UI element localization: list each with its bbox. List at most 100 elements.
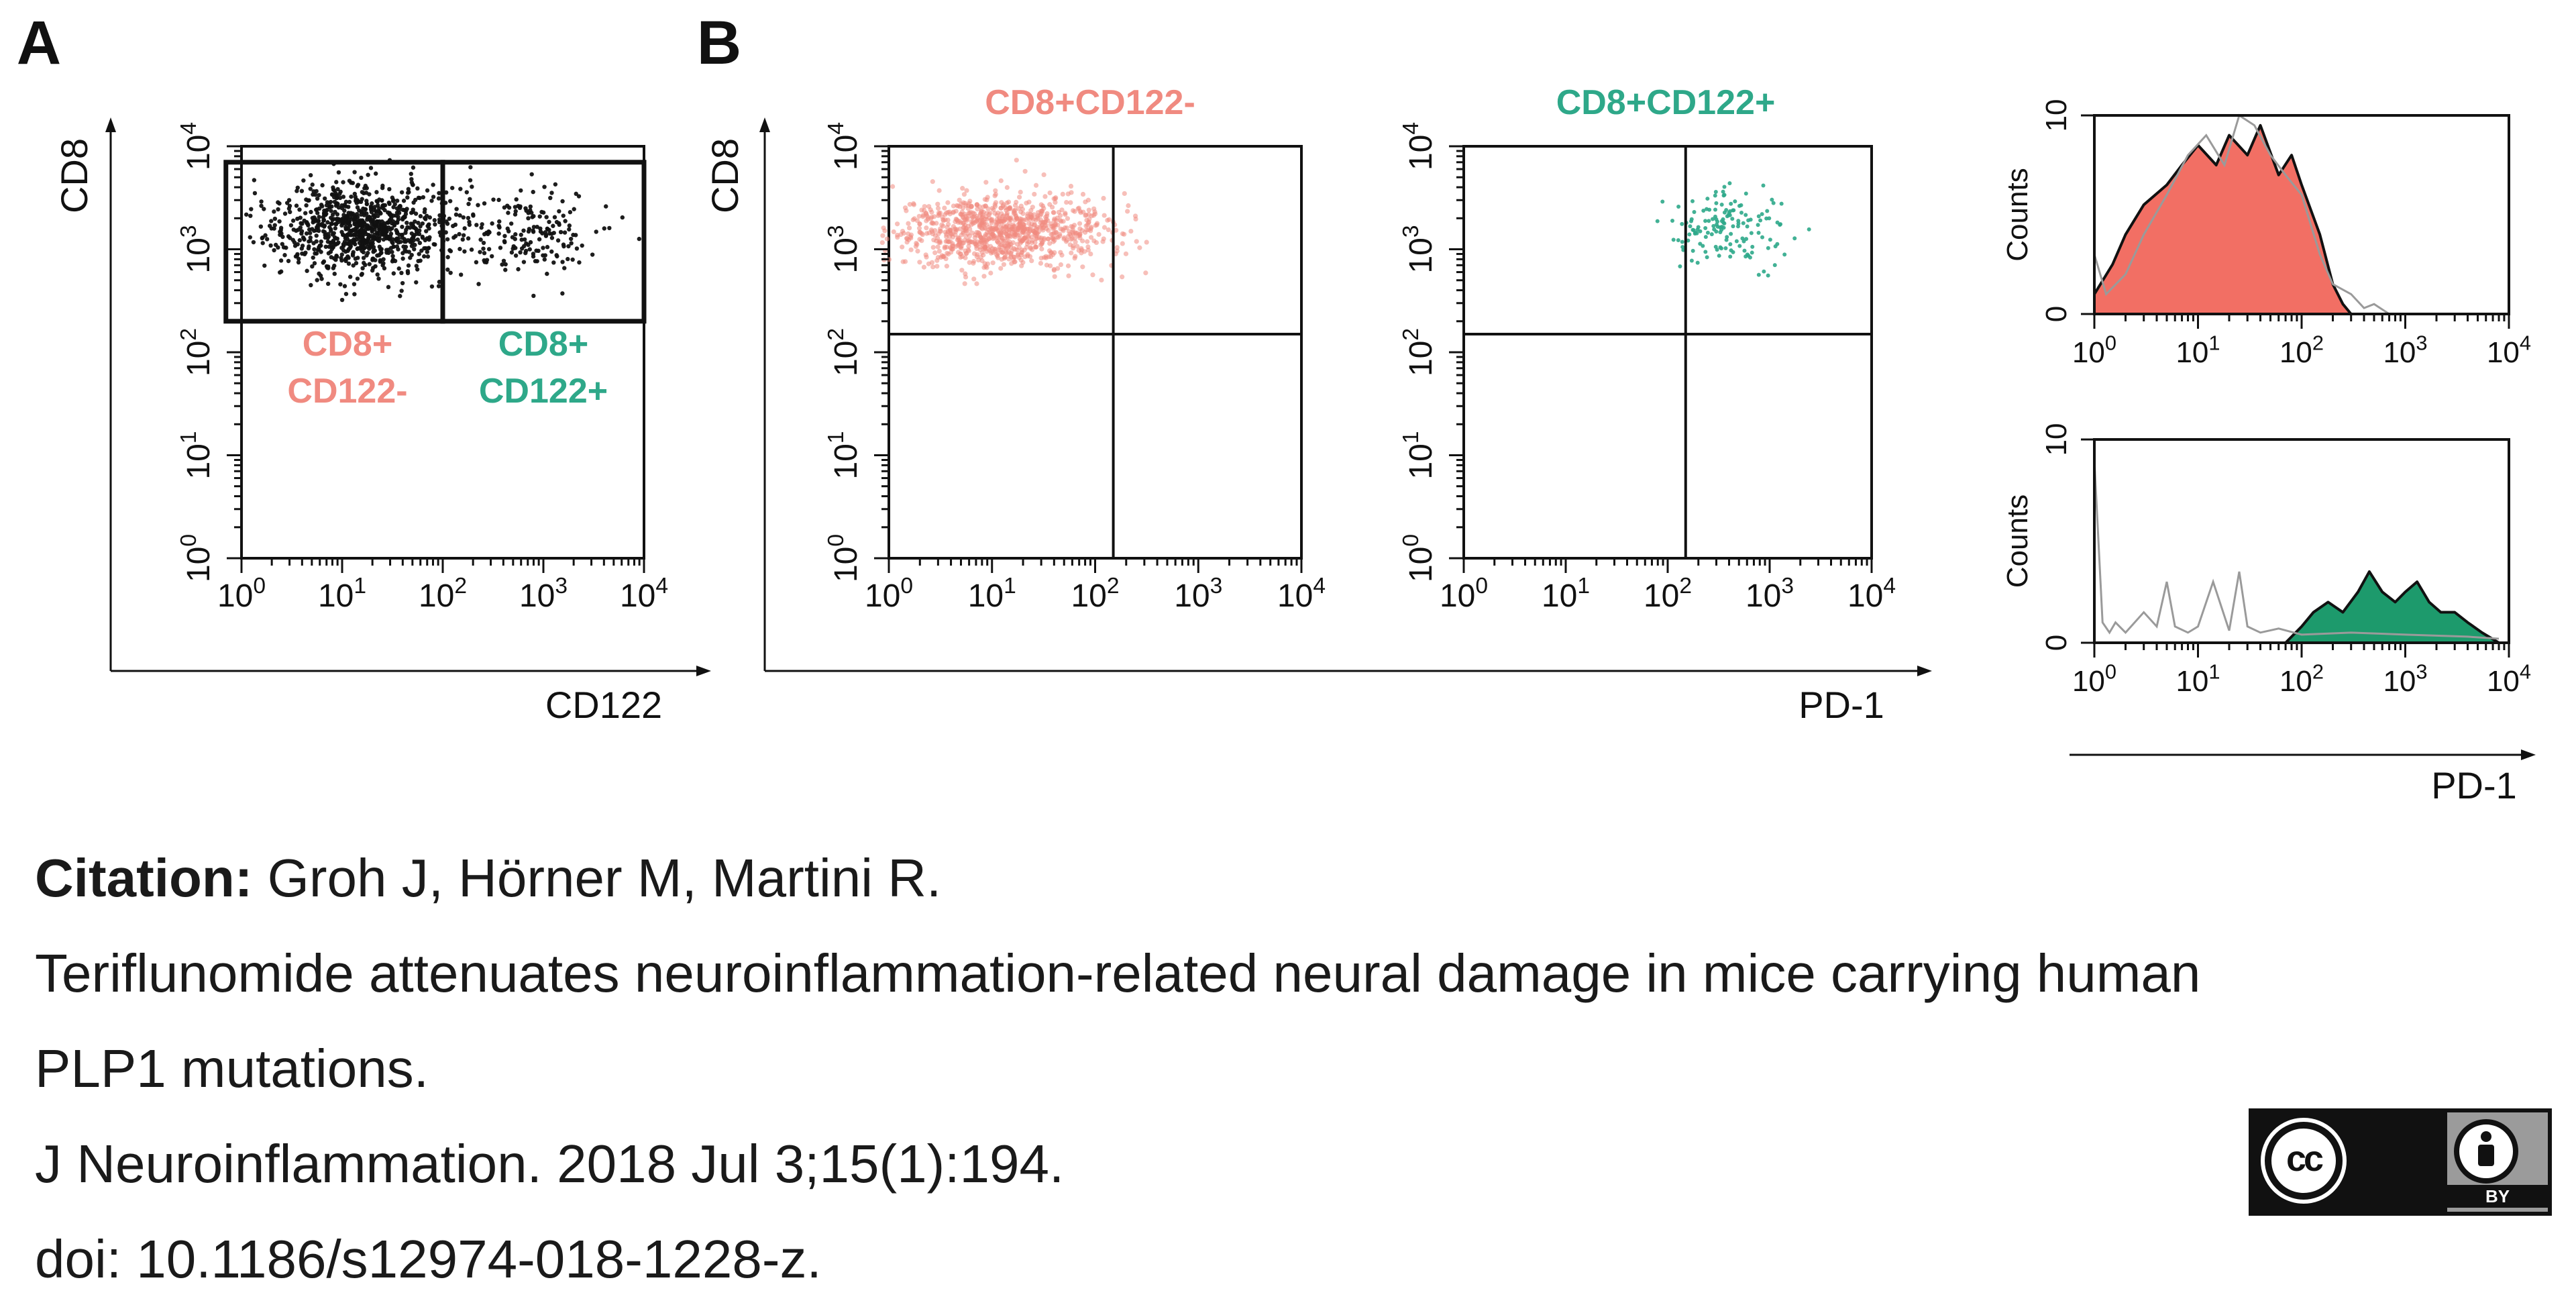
data-point [453, 212, 459, 217]
data-point [1086, 220, 1091, 225]
data-point [324, 208, 329, 213]
data-point [325, 264, 331, 269]
cc-icon: cc [2261, 1118, 2347, 1204]
data-point [1696, 225, 1701, 229]
data-point [461, 215, 466, 220]
data-point [478, 250, 482, 254]
data-point [497, 219, 502, 224]
data-point [431, 242, 436, 247]
data-point [1120, 274, 1125, 280]
data-point [1077, 209, 1083, 214]
data-point [1002, 254, 1008, 260]
data-point [983, 180, 989, 185]
data-point [935, 205, 941, 211]
data-point [496, 223, 501, 228]
data-point [557, 209, 561, 214]
data-point [332, 235, 337, 240]
data-point [318, 273, 323, 278]
data-point [390, 254, 395, 258]
data-point [462, 249, 467, 254]
data-point [391, 205, 396, 209]
data-point [378, 258, 383, 263]
data-point [1713, 207, 1717, 212]
data-point [386, 234, 390, 239]
data-point [468, 165, 473, 170]
data-point [431, 182, 435, 187]
data-point [984, 211, 989, 216]
x-tick-label: 100 [2072, 660, 2116, 698]
data-point [1727, 181, 1732, 186]
data-point [431, 195, 436, 199]
data-point [333, 258, 338, 262]
data-point [1739, 210, 1743, 215]
data-point [1670, 218, 1675, 223]
data-point [376, 203, 380, 208]
data-point [513, 253, 519, 258]
data-point [429, 199, 434, 203]
data-point [936, 248, 942, 254]
data-point [1134, 239, 1139, 244]
data-point [303, 250, 308, 255]
data-point [1126, 203, 1131, 209]
data-point [988, 270, 994, 276]
x-axis-arrow [2521, 749, 2536, 760]
data-point [1008, 227, 1014, 232]
data-point [486, 247, 492, 252]
data-point [496, 197, 501, 203]
y-axis-label: Counts [2001, 494, 2034, 588]
data-point [945, 250, 950, 256]
data-point [362, 229, 366, 234]
data-point [553, 182, 558, 187]
data-point [1011, 246, 1017, 251]
data-point [404, 227, 409, 232]
data-point [521, 228, 526, 233]
data-point [1709, 232, 1714, 237]
data-point [930, 245, 936, 250]
data-point [382, 266, 387, 271]
data-point [1687, 232, 1692, 237]
data-point [1083, 199, 1088, 205]
data-point [419, 248, 424, 253]
data-point [343, 257, 348, 262]
data-point [410, 182, 415, 187]
y-axis-arrow [105, 117, 116, 132]
data-point [1758, 218, 1763, 223]
data-point [531, 228, 535, 233]
data-point [1676, 238, 1680, 243]
data-point [278, 258, 284, 263]
data-point [324, 203, 329, 208]
data-point [1020, 260, 1026, 265]
data-point [1014, 199, 1019, 205]
data-point [314, 189, 319, 194]
data-point [374, 199, 379, 203]
data-point [479, 225, 484, 230]
data-point [424, 229, 429, 233]
data-point [574, 246, 580, 251]
data-point [436, 196, 441, 201]
data-point [937, 210, 943, 215]
y-tick-label: 0 [2040, 635, 2073, 651]
data-point [297, 238, 303, 243]
data-point [1045, 236, 1051, 242]
data-point [414, 229, 419, 234]
data-point [426, 223, 431, 227]
data-point [560, 260, 565, 264]
panel-a-label: A [17, 9, 61, 77]
data-point [432, 218, 437, 223]
data-point [425, 250, 429, 254]
data-point [948, 239, 953, 244]
data-point [357, 208, 362, 213]
data-point [967, 260, 972, 265]
data-point [1094, 221, 1100, 226]
data-point [1077, 221, 1083, 226]
data-point [1114, 248, 1120, 254]
data-point [269, 219, 274, 223]
data-point [300, 244, 305, 248]
data-point [954, 227, 960, 232]
data-point [1765, 209, 1770, 213]
data-point [542, 185, 547, 189]
data-point [272, 216, 278, 221]
data-point [1038, 202, 1044, 207]
data-point [367, 262, 372, 266]
data-point [409, 171, 413, 176]
